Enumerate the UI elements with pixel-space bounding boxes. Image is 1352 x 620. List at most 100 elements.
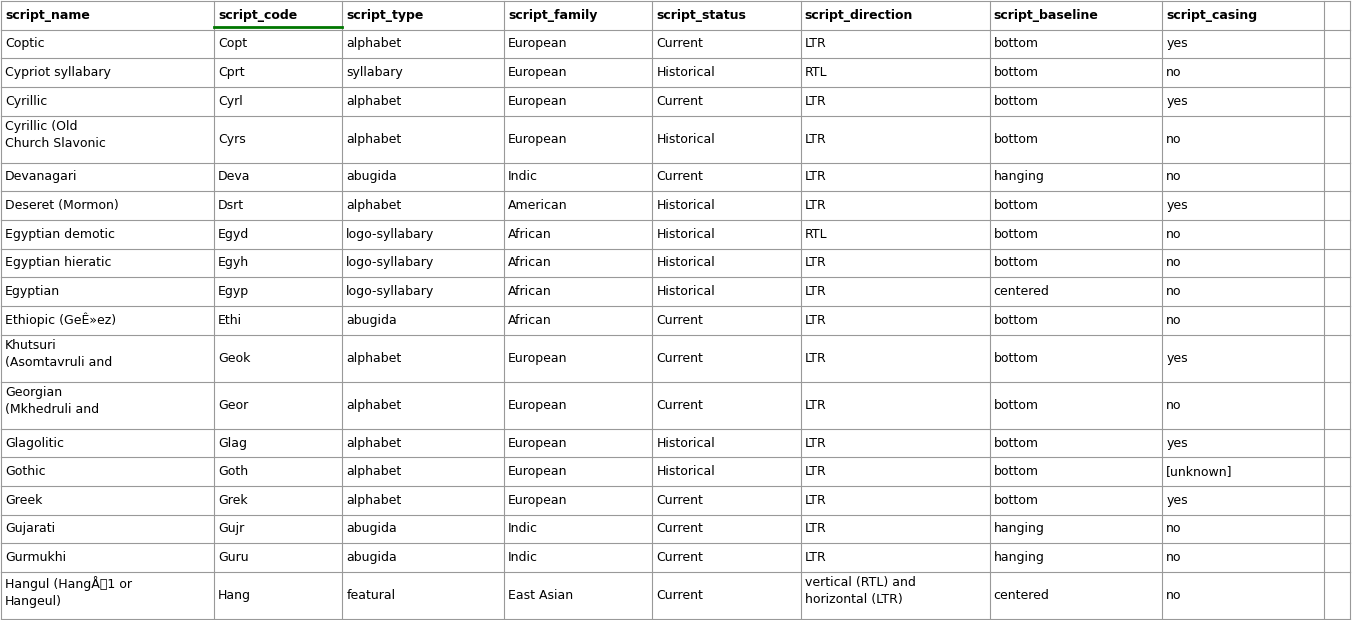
Text: LTR: LTR (804, 551, 826, 564)
Text: African: African (508, 228, 552, 241)
Text: Glagolitic: Glagolitic (5, 436, 64, 450)
Text: bottom: bottom (994, 133, 1038, 146)
Text: Egyp: Egyp (218, 285, 249, 298)
Text: yes: yes (1167, 494, 1188, 507)
Text: LTR: LTR (804, 465, 826, 478)
Text: LTR: LTR (804, 133, 826, 146)
Text: European: European (508, 399, 568, 412)
Text: Hangul (HangÅ1 or
Hangeul): Hangul (HangÅ1 or Hangeul) (5, 576, 132, 608)
Text: no: no (1167, 228, 1182, 241)
Text: no: no (1167, 257, 1182, 270)
Bar (1, 87, 1351, 115)
Text: Glag: Glag (218, 436, 247, 450)
Text: Cyrillic (Old
Church Slavonic: Cyrillic (Old Church Slavonic (5, 120, 105, 149)
Text: no: no (1167, 285, 1182, 298)
Text: LTR: LTR (804, 494, 826, 507)
Text: Current: Current (657, 399, 703, 412)
Text: Cyrl: Cyrl (218, 95, 243, 108)
Text: Current: Current (657, 170, 703, 184)
Bar (1, 335, 1351, 382)
Text: script_casing: script_casing (1167, 9, 1257, 22)
Text: Goth: Goth (218, 465, 249, 478)
Text: Historical: Historical (657, 257, 715, 270)
Text: bottom: bottom (994, 399, 1038, 412)
Text: script_name: script_name (5, 9, 89, 22)
Text: Current: Current (657, 314, 703, 327)
Bar (1, 249, 1351, 277)
Text: Egyptian demotic: Egyptian demotic (5, 228, 115, 241)
Bar (1, 458, 1351, 486)
Text: Gujarati: Gujarati (5, 523, 55, 536)
Bar (1, 192, 1351, 220)
Bar (1, 543, 1351, 572)
Text: Gurmukhi: Gurmukhi (5, 551, 66, 564)
Text: Gothic: Gothic (5, 465, 46, 478)
Text: alphabet: alphabet (346, 494, 402, 507)
Text: no: no (1167, 133, 1182, 146)
Text: yes: yes (1167, 95, 1188, 108)
Text: [unknown]: [unknown] (1167, 465, 1233, 478)
Text: Guru: Guru (218, 551, 249, 564)
Text: script_baseline: script_baseline (994, 9, 1098, 22)
Bar (1, 515, 1351, 543)
Text: logo-syllabary: logo-syllabary (346, 257, 434, 270)
Text: yes: yes (1167, 199, 1188, 212)
Text: logo-syllabary: logo-syllabary (346, 228, 434, 241)
Text: Historical: Historical (657, 199, 715, 212)
Text: abugida: abugida (346, 314, 397, 327)
Text: yes: yes (1167, 37, 1188, 50)
Text: Current: Current (657, 589, 703, 602)
Bar (1, 382, 1351, 428)
Text: Deseret (Mormon): Deseret (Mormon) (5, 199, 119, 212)
Text: Greek: Greek (5, 494, 42, 507)
Text: no: no (1167, 314, 1182, 327)
Text: alphabet: alphabet (346, 399, 402, 412)
Text: Historical: Historical (657, 133, 715, 146)
Text: Cprt: Cprt (218, 66, 245, 79)
Text: Ethi: Ethi (218, 314, 242, 327)
Text: Current: Current (657, 494, 703, 507)
Text: Georgian
(Mkhedruli and: Georgian (Mkhedruli and (5, 386, 99, 415)
Text: LTR: LTR (804, 352, 826, 365)
Text: alphabet: alphabet (346, 352, 402, 365)
Text: logo-syllabary: logo-syllabary (346, 285, 434, 298)
Text: bottom: bottom (994, 199, 1038, 212)
Text: Geok: Geok (218, 352, 250, 365)
Text: East Asian: East Asian (508, 589, 573, 602)
Text: no: no (1167, 399, 1182, 412)
Text: syllabary: syllabary (346, 66, 403, 79)
Text: bottom: bottom (994, 95, 1038, 108)
Text: LTR: LTR (804, 436, 826, 450)
Text: no: no (1167, 589, 1182, 602)
Text: abugida: abugida (346, 551, 397, 564)
Text: European: European (508, 352, 568, 365)
Text: bottom: bottom (994, 37, 1038, 50)
Text: script_direction: script_direction (804, 9, 913, 22)
Text: Coptic: Coptic (5, 37, 45, 50)
Text: no: no (1167, 170, 1182, 184)
Text: Hang: Hang (218, 589, 251, 602)
Bar (1, 1, 1351, 30)
Text: Current: Current (657, 551, 703, 564)
Text: LTR: LTR (804, 285, 826, 298)
Text: hanging: hanging (994, 170, 1045, 184)
Text: Gujr: Gujr (218, 523, 245, 536)
Text: Geor: Geor (218, 399, 249, 412)
Text: Egyh: Egyh (218, 257, 249, 270)
Text: bottom: bottom (994, 66, 1038, 79)
Text: Cyrs: Cyrs (218, 133, 246, 146)
Text: abugida: abugida (346, 170, 397, 184)
Text: RTL: RTL (804, 228, 827, 241)
Text: European: European (508, 133, 568, 146)
Text: LTR: LTR (804, 399, 826, 412)
Text: centered: centered (994, 589, 1049, 602)
Text: Deva: Deva (218, 170, 250, 184)
Text: African: African (508, 257, 552, 270)
Text: European: European (508, 494, 568, 507)
Text: Cyrillic: Cyrillic (5, 95, 47, 108)
Text: featural: featural (346, 589, 395, 602)
Text: yes: yes (1167, 352, 1188, 365)
Text: bottom: bottom (994, 257, 1038, 270)
Bar (1, 30, 1351, 58)
Text: Current: Current (657, 37, 703, 50)
